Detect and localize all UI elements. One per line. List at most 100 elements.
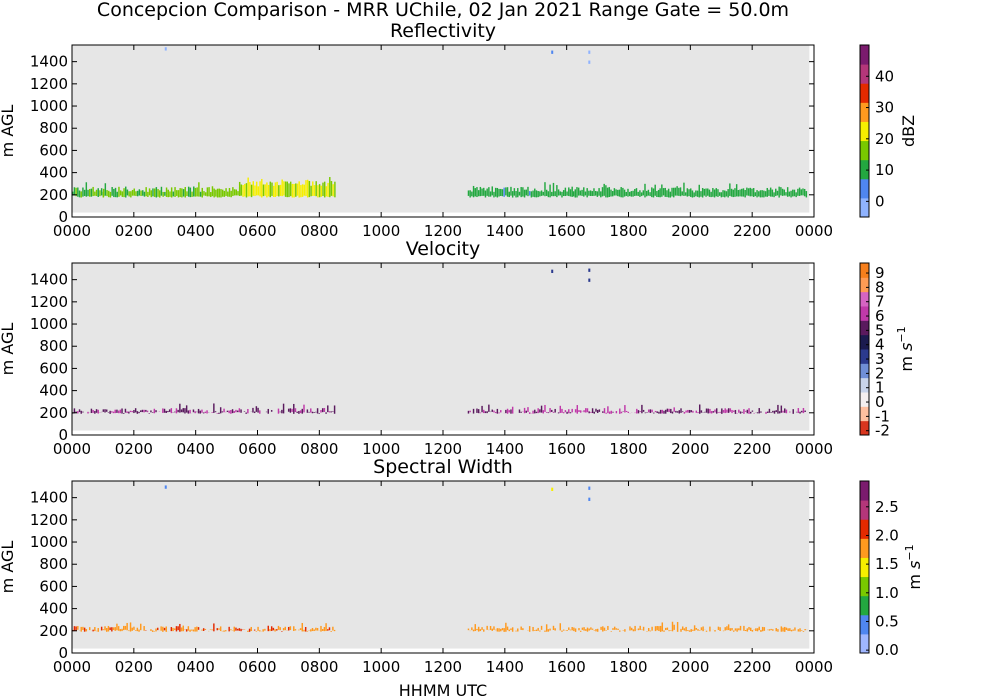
data-bar xyxy=(202,628,205,631)
data-bar xyxy=(283,181,285,196)
data-bar xyxy=(528,626,531,632)
data-bar xyxy=(659,188,661,198)
data-bar xyxy=(725,191,728,197)
data-bar xyxy=(561,408,563,413)
data-bar xyxy=(467,190,470,196)
data-bar xyxy=(800,189,802,196)
data-bar xyxy=(121,628,123,632)
data-bar xyxy=(73,187,76,196)
data-bar xyxy=(569,412,572,414)
data-bar xyxy=(721,408,723,414)
data-bar xyxy=(510,409,512,414)
data-bar xyxy=(204,628,207,630)
panel-title: Spectral Width xyxy=(373,456,513,478)
data-bar xyxy=(313,629,315,632)
data-bar xyxy=(676,186,678,196)
data-bar xyxy=(561,630,563,632)
data-bar xyxy=(150,629,152,631)
data-bar xyxy=(692,629,694,631)
colorbar-tick-label: 6 xyxy=(875,307,885,325)
data-bar xyxy=(313,185,316,196)
colorbar-tick-label: 3 xyxy=(875,350,885,368)
data-bar xyxy=(108,190,110,198)
data-bar xyxy=(595,629,597,632)
data-bar xyxy=(571,627,573,631)
data-point xyxy=(551,269,554,273)
data-bar xyxy=(535,629,538,632)
data-bar xyxy=(134,630,137,631)
data-bar xyxy=(586,188,588,198)
data-bar xyxy=(94,410,96,414)
data-bar xyxy=(109,627,111,631)
x-tick-label: 0200 xyxy=(115,658,153,676)
data-bar xyxy=(197,627,200,630)
data-bar xyxy=(746,187,748,196)
data-bar xyxy=(683,182,685,196)
data-bar xyxy=(133,188,135,196)
data-bar xyxy=(176,190,178,196)
data-bar xyxy=(167,410,169,413)
data-bar xyxy=(635,188,638,196)
data-bar xyxy=(647,409,650,413)
data-bar xyxy=(590,627,592,630)
data-bar xyxy=(252,407,254,413)
data-bar xyxy=(741,188,743,197)
data-bar xyxy=(769,187,772,197)
data-bar xyxy=(238,408,241,413)
data-bar xyxy=(787,628,789,631)
data-bar xyxy=(790,629,793,632)
data-bar xyxy=(308,180,311,198)
y-tick-label: 200 xyxy=(39,404,68,422)
data-bar xyxy=(133,409,135,414)
data-bar xyxy=(532,190,534,197)
data-bar xyxy=(508,410,510,413)
data-bar xyxy=(788,191,791,197)
data-bar xyxy=(299,410,302,414)
data-bar xyxy=(505,187,507,196)
data-bar xyxy=(668,408,670,413)
data-bar xyxy=(94,627,96,632)
data-bar xyxy=(671,187,673,197)
data-bar xyxy=(539,630,541,632)
data-bar xyxy=(90,188,93,197)
data-bar xyxy=(754,192,757,197)
data-bar xyxy=(781,188,784,196)
data-bar xyxy=(245,412,247,414)
data-bar xyxy=(674,187,677,196)
data-bar xyxy=(695,410,698,413)
y-tick-label: 200 xyxy=(39,622,68,640)
x-tick-label: 1000 xyxy=(362,658,400,676)
data-bar xyxy=(198,182,200,197)
data-bar xyxy=(323,181,326,198)
data-bar xyxy=(287,626,290,631)
data-bar xyxy=(687,630,689,631)
y-tick-label: 600 xyxy=(39,577,68,595)
data-bar xyxy=(632,190,634,197)
data-bar xyxy=(574,409,577,413)
colorbar-tick-label: 0.5 xyxy=(875,612,899,630)
data-bar xyxy=(564,410,567,413)
data-bar xyxy=(729,628,732,631)
colorbar-tick-label: 5 xyxy=(875,321,885,339)
data-bar xyxy=(252,181,254,196)
data-bar xyxy=(89,627,91,631)
data-bar xyxy=(311,628,314,632)
x-tick-label: 2200 xyxy=(733,658,771,676)
data-bar xyxy=(325,623,327,632)
data-bar xyxy=(629,626,631,631)
data-bar xyxy=(673,187,675,198)
x-tick-label: 1800 xyxy=(609,658,647,676)
data-bar xyxy=(472,185,475,198)
no-data-region xyxy=(72,481,810,649)
data-bar xyxy=(795,192,797,198)
data-bar xyxy=(651,409,653,413)
data-bar xyxy=(528,191,531,196)
x-tick-label: 0200 xyxy=(115,222,153,240)
data-bar xyxy=(310,185,312,197)
data-bar xyxy=(484,190,487,198)
x-tick-label: 0600 xyxy=(238,658,276,676)
data-bar xyxy=(551,409,553,412)
data-bar xyxy=(126,411,128,414)
data-bar xyxy=(262,629,264,632)
